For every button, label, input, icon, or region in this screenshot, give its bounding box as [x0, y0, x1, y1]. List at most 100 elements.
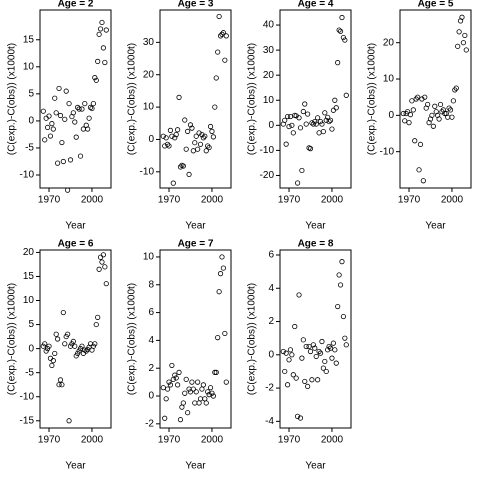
y-axis-label: (C(exp.)-C(obs)) (x1000t) — [247, 43, 258, 155]
point — [97, 26, 104, 32]
x-tick-label: 1970 — [398, 195, 421, 206]
y-tick-label: 40 — [263, 20, 275, 31]
point — [289, 122, 295, 128]
x-tick-label: 1970 — [278, 435, 301, 446]
point — [53, 331, 59, 337]
point — [319, 338, 325, 345]
point — [185, 410, 191, 416]
point — [449, 114, 455, 120]
point — [415, 94, 421, 100]
point — [222, 330, 228, 337]
plot-frame — [279, 249, 352, 429]
y-tick-label: 10 — [263, 95, 275, 106]
point — [327, 117, 334, 123]
point — [62, 341, 68, 347]
point — [90, 100, 96, 107]
point — [202, 133, 208, 139]
point — [422, 94, 428, 100]
y-tick-label: 6 — [268, 250, 274, 261]
point — [83, 348, 89, 354]
point — [315, 115, 321, 121]
y-tick-label: -10 — [20, 170, 35, 181]
point — [447, 107, 454, 113]
point — [404, 109, 411, 115]
point — [200, 382, 206, 388]
y-tick-label: 0 — [148, 391, 154, 402]
x-tick-label: 1970 — [278, 195, 301, 206]
point — [436, 116, 442, 122]
point — [287, 113, 294, 120]
point — [322, 110, 328, 116]
point — [284, 382, 291, 388]
point — [326, 343, 332, 350]
point — [66, 418, 72, 424]
point — [330, 340, 336, 346]
point — [322, 358, 328, 365]
point — [207, 123, 214, 130]
point — [420, 178, 426, 184]
point — [425, 101, 431, 108]
y-axis-label: (C(exp.)-C(obs)) (x1000t) — [7, 43, 18, 155]
point — [212, 104, 218, 110]
plot-frame — [159, 249, 232, 429]
point — [182, 117, 188, 123]
point — [164, 386, 171, 392]
x-tick-label: 2000 — [321, 195, 344, 206]
point — [313, 353, 319, 360]
point — [173, 132, 179, 138]
point — [166, 143, 172, 149]
point — [196, 130, 202, 136]
point — [280, 348, 286, 355]
plot-frame — [279, 9, 352, 189]
point — [92, 341, 98, 347]
point — [340, 313, 347, 320]
point — [220, 265, 227, 271]
point — [462, 32, 468, 39]
point — [320, 128, 326, 135]
point — [205, 143, 211, 149]
y-axis-label: (C(exp.)-C(obs)) (x1000t) — [127, 283, 138, 395]
y-tick-label: 0 — [268, 349, 274, 360]
point — [222, 57, 228, 63]
point — [332, 97, 338, 103]
y-tick-label: 4 — [268, 283, 274, 294]
point — [316, 348, 322, 355]
y-tick-label: 0 — [28, 343, 34, 354]
point — [100, 45, 107, 51]
point — [172, 372, 178, 378]
point — [163, 135, 169, 141]
point — [463, 47, 469, 53]
point — [203, 400, 209, 406]
point — [313, 121, 319, 127]
point — [176, 94, 182, 100]
point — [430, 123, 436, 129]
point — [329, 355, 335, 361]
y-tick-label: 20 — [383, 37, 395, 48]
y-tick-label: 6 — [148, 307, 154, 318]
point — [63, 88, 69, 94]
x-axis-label: Year — [305, 221, 326, 232]
y-tick-label: 0 — [28, 116, 34, 127]
point — [85, 126, 91, 132]
point — [286, 357, 292, 363]
point — [50, 358, 56, 364]
point — [216, 13, 222, 20]
point — [193, 133, 199, 139]
y-axis-label: (C(exp.)-C(obs)) (x1000t) — [247, 283, 258, 395]
point — [326, 118, 332, 125]
point — [450, 98, 456, 104]
point — [215, 49, 221, 55]
point — [307, 348, 314, 355]
point — [210, 393, 216, 399]
point — [57, 112, 64, 119]
point — [176, 369, 182, 375]
y-tick-label: 30 — [263, 45, 275, 56]
y-tick-label: -5 — [25, 367, 34, 378]
point — [217, 271, 224, 277]
point — [335, 60, 341, 66]
y-tick-label: 10 — [143, 102, 155, 113]
point — [185, 128, 191, 134]
point — [307, 146, 314, 152]
point — [310, 342, 316, 348]
point — [320, 365, 326, 371]
